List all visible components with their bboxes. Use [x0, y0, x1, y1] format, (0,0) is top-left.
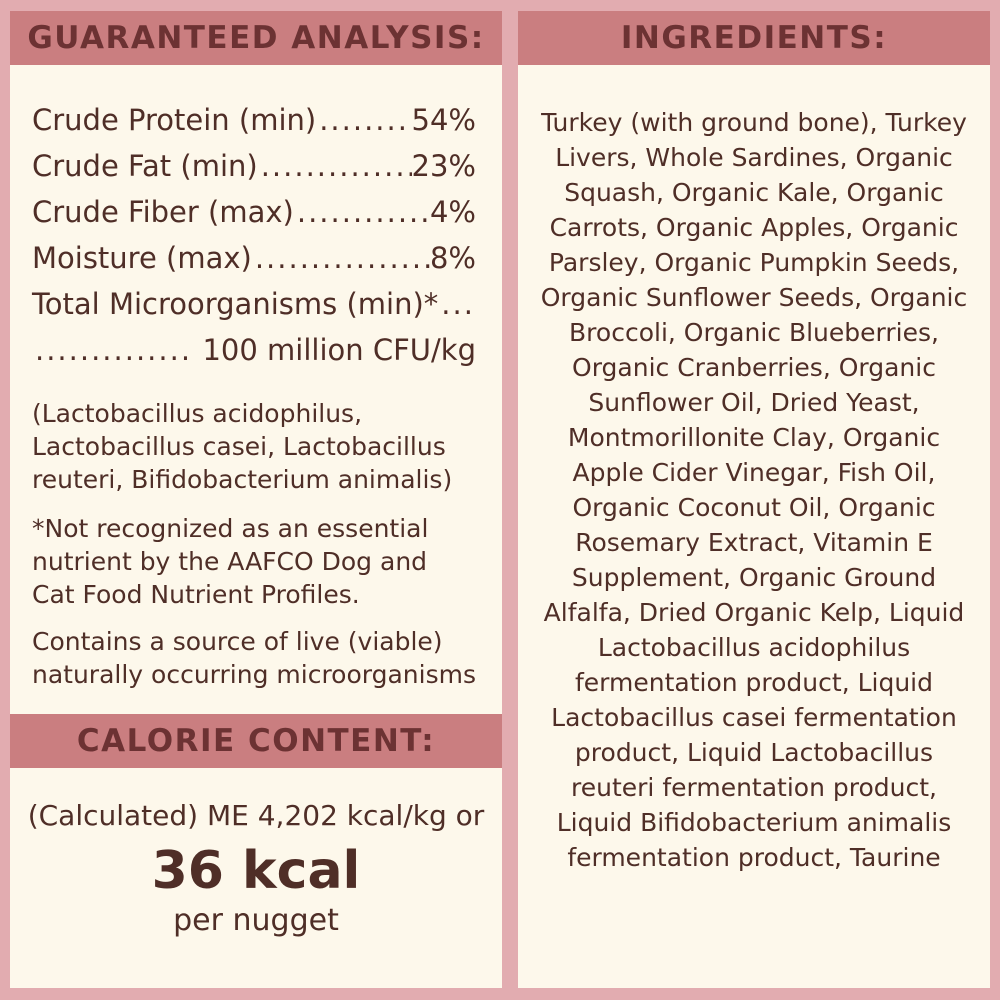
analysis-row-crude-protein: Crude Protein (min) ....................…	[32, 97, 476, 143]
calorie-content-header: CALORIE CONTENT:	[10, 714, 502, 768]
analysis-row-microorganisms-line2: .............. 100 million CFU/kg	[32, 327, 476, 373]
dot-leader: ........................................	[296, 195, 430, 229]
analysis-value: 23%	[411, 149, 476, 183]
live-microorganisms-note: Contains a source of live (viable) natur…	[32, 627, 476, 689]
analysis-value: 8%	[429, 241, 476, 275]
calorie-content-body: (Calculated) ME 4,202 kcal/kg or 36 kcal…	[10, 768, 502, 988]
ingredients-header: INGREDIENTS:	[518, 11, 990, 65]
ingredients-panel: INGREDIENTS: Turkey (with ground bone), …	[518, 11, 990, 988]
ingredients-list: Turkey (with ground bone), Turkey Livers…	[540, 108, 968, 872]
analysis-label: Crude Protein (min)	[32, 103, 317, 137]
analysis-row-moisture: Moisture (max) .........................…	[32, 235, 476, 281]
calorie-unit: per nugget	[173, 903, 339, 938]
guaranteed-analysis-body: Crude Protein (min) ....................…	[10, 65, 502, 714]
analysis-value: 54%	[411, 103, 476, 137]
guaranteed-analysis-title: GUARANTEED ANALYSIS:	[27, 20, 485, 56]
analysis-row-crude-fat: Crude Fat (min) ........................…	[32, 143, 476, 189]
guaranteed-analysis-header: GUARANTEED ANALYSIS:	[10, 11, 502, 65]
microorganisms-value: 100 million CFU/kg	[202, 333, 476, 367]
analysis-row-microorganisms-line1: Total Microorganisms (min)* ............…	[32, 281, 476, 327]
aafco-footnote: *Not recognized as an essential nutrient…	[32, 514, 429, 609]
analysis-label: Total Microorganisms (min)*	[32, 287, 439, 321]
dot-leader: ........................................	[441, 287, 476, 321]
dot-leader: ........................................	[254, 241, 430, 275]
calorie-calculation-line: (Calculated) ME 4,202 kcal/kg or	[27, 799, 485, 832]
dot-leader: ........................................	[260, 149, 412, 183]
calorie-value: 36 kcal	[151, 841, 361, 901]
guaranteed-analysis-panel: GUARANTEED ANALYSIS: Crude Protein (min)…	[10, 11, 502, 988]
dot-leader: ........................................	[319, 103, 411, 137]
analysis-label: Crude Fat (min)	[32, 149, 258, 183]
analysis-label: Crude Fiber (max)	[32, 195, 294, 229]
analysis-row-crude-fiber: Crude Fiber (max) ......................…	[32, 189, 476, 235]
microorganism-species-note: (Lactobacillus acidophilus, Lactobacillu…	[32, 399, 453, 494]
ingredients-title: INGREDIENTS:	[620, 20, 888, 56]
dot-leader: ..............	[35, 333, 193, 367]
ingredients-body: Turkey (with ground bone), Turkey Livers…	[518, 65, 990, 988]
calorie-content-title: CALORIE CONTENT:	[76, 723, 436, 759]
analysis-label: Moisture (max)	[32, 241, 252, 275]
analysis-value: 4%	[429, 195, 476, 229]
